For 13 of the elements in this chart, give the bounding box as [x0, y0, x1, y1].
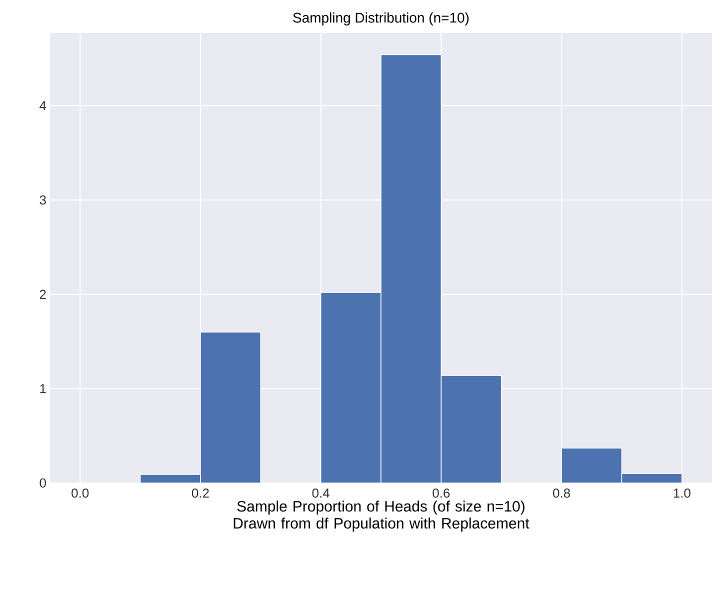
x-tick-label: 0.0: [72, 488, 89, 498]
y-tick-label: 0: [40, 478, 46, 488]
y-tick-label: 2: [40, 290, 46, 299]
x-tick-label: 0.6: [432, 488, 450, 498]
y-tick-label: 4: [40, 101, 46, 110]
y-tick-label: 3: [40, 195, 46, 205]
x-tick-label: 0.8: [553, 488, 570, 498]
x-tick-label: 1.0: [674, 488, 690, 498]
y-tick-label: 1: [40, 384, 46, 394]
x-tick-label: 0.4: [312, 488, 330, 498]
chart-title: Sampling Distribution (n=10): [293, 12, 469, 26]
x-axis-title: Sample Proportion of Heads (of size n=10) Drawn from df Population with Replacement: [234, 500, 530, 532]
x-tick-label: 0.2: [192, 488, 209, 498]
